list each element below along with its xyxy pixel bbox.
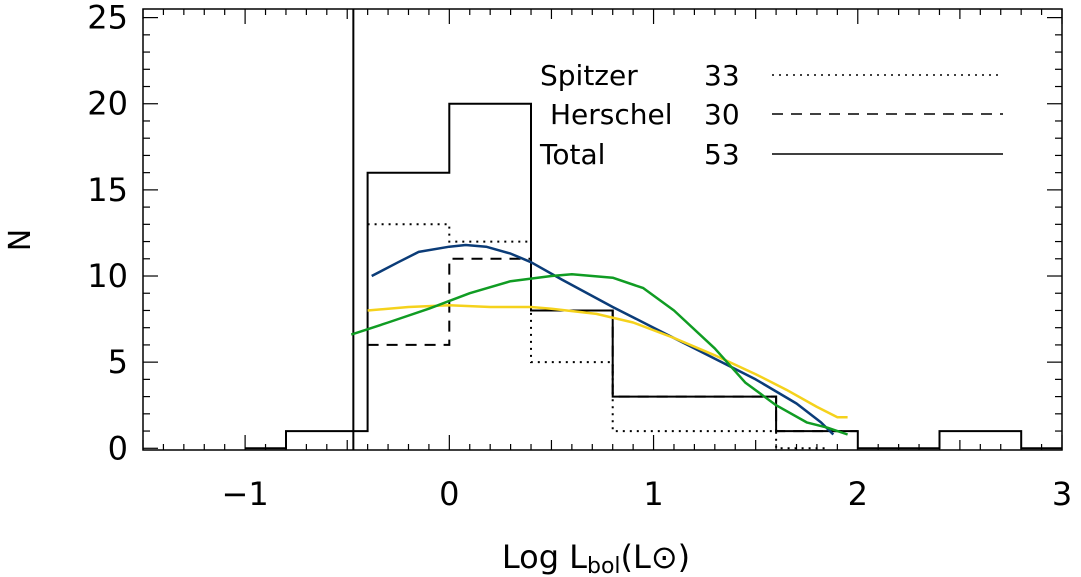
curve-1 — [371, 243, 835, 436]
y-tick-label: 20 — [87, 85, 128, 123]
y-tick-label: 15 — [87, 171, 128, 209]
legend-label-total: Total — [539, 138, 605, 171]
x-tick-label: −1 — [222, 475, 269, 513]
plot-layer — [245, 9, 1062, 450]
x-axis-label-main: Log L — [502, 538, 587, 576]
x-axis-label-unit: (L⊙) — [621, 538, 691, 576]
x-axis-label: Log Lbol(L⊙) — [502, 538, 690, 577]
legend-label-herschel: Herschel — [550, 98, 673, 131]
curve-layer — [350, 243, 848, 436]
x-tick-label: 0 — [439, 475, 459, 513]
legend-count-total: 53 — [704, 138, 740, 171]
curve-3 — [350, 273, 848, 436]
plot-frame — [142, 8, 1063, 451]
curve-2 — [367, 304, 848, 419]
axis-layer — [142, 8, 1063, 451]
y-axis-label: N — [3, 229, 38, 251]
histogram-total — [245, 102, 1062, 450]
y-tick-label: 5 — [108, 343, 128, 381]
legend-label-spitzer: Spitzer — [540, 59, 638, 92]
y-tick-label: 0 — [108, 429, 128, 467]
x-tick-label: 1 — [643, 475, 663, 513]
x-axis-label-sub: bol — [587, 554, 621, 577]
legend-count-spitzer: 33 — [704, 59, 740, 92]
legend-count-herschel: 30 — [704, 98, 740, 131]
x-tick-label: 2 — [848, 475, 868, 513]
x-tick-label: 3 — [1052, 475, 1072, 513]
y-tick-label: 10 — [87, 257, 128, 295]
legend: Spitzer 33 Herschel 30 Total 53 — [539, 59, 1003, 171]
histogram-spitzer — [367, 223, 828, 450]
y-tick-label: 25 — [87, 0, 128, 37]
